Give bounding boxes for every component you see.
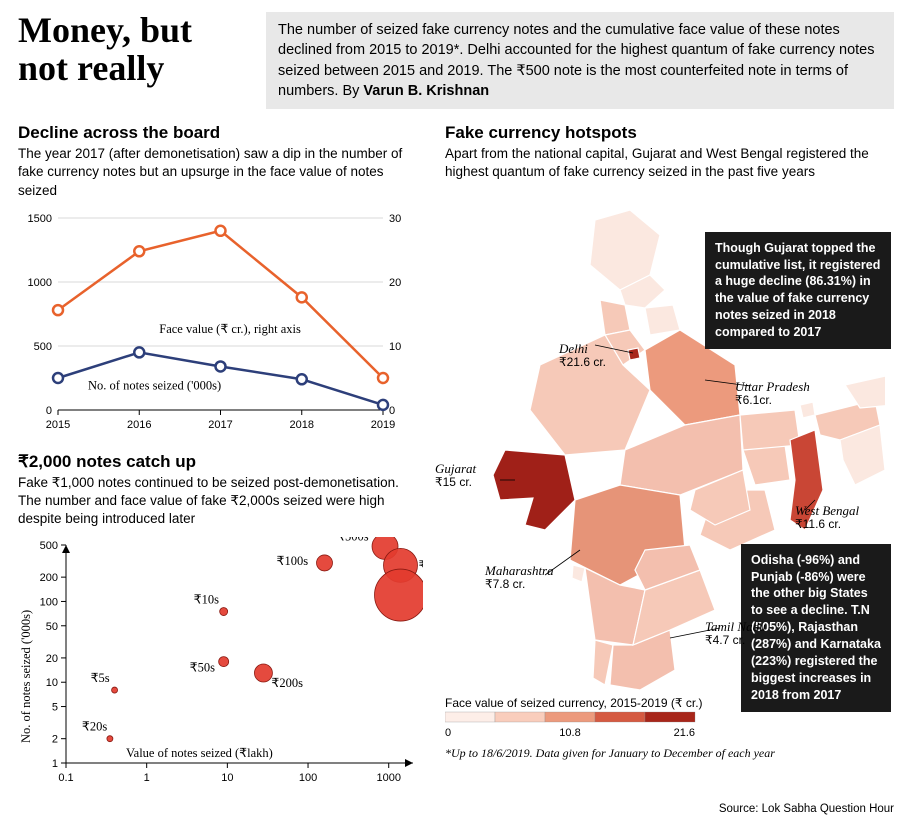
svg-text:0.1: 0.1 xyxy=(58,772,73,784)
india-map: Though Gujarat topped the cumulative lis… xyxy=(445,190,885,690)
svg-text:1: 1 xyxy=(144,772,150,784)
svg-text:20: 20 xyxy=(389,277,401,289)
svg-text:20: 20 xyxy=(46,652,58,664)
legend-bar: 0 10.8 21.6 xyxy=(445,710,705,740)
svg-text:1000: 1000 xyxy=(376,772,400,784)
source: Source: Lok Sabha Question Hour xyxy=(18,803,894,815)
svg-text:₹5s: ₹5s xyxy=(91,671,110,685)
svg-text:2: 2 xyxy=(52,733,58,745)
svg-text:1500: 1500 xyxy=(28,213,52,225)
svg-text:₹20s: ₹20s xyxy=(82,719,107,733)
decline-title: Decline across the board xyxy=(18,123,423,143)
svg-text:10: 10 xyxy=(221,772,233,784)
catchup-chart: 0.11101001000125102050100200500Value of … xyxy=(18,537,423,797)
svg-text:200: 200 xyxy=(40,572,58,584)
svg-text:₹10s: ₹10s xyxy=(194,592,219,606)
map-label-gujarat: Gujarat₹15 cr. xyxy=(435,462,476,489)
svg-text:Face value (₹ cr.), right axis: Face value (₹ cr.), right axis xyxy=(159,322,301,336)
svg-text:10: 10 xyxy=(46,677,58,689)
svg-text:No. of notes seized ('000s): No. of notes seized ('000s) xyxy=(19,609,33,742)
page-title: Money, but not really xyxy=(18,12,248,109)
svg-text:1000: 1000 xyxy=(28,277,52,289)
svg-text:₹50s: ₹50s xyxy=(190,660,215,674)
intro-box: The number of seized fake currency notes… xyxy=(266,12,894,109)
svg-text:10: 10 xyxy=(389,341,401,353)
map-label-maharashtra: Maharashtra₹7.8 cr. xyxy=(485,564,554,591)
svg-text:21.6: 21.6 xyxy=(674,727,695,739)
svg-text:0: 0 xyxy=(46,405,52,417)
svg-text:2017: 2017 xyxy=(208,419,232,431)
svg-text:50: 50 xyxy=(46,620,58,632)
map-label-tamil-nadu: Tamil Nadu₹4.7 cr. xyxy=(705,620,766,647)
svg-text:No. of notes seized ('000s): No. of notes seized ('000s) xyxy=(88,378,221,392)
svg-text:500: 500 xyxy=(34,341,52,353)
callout-gujarat: Though Gujarat topped the cumulative lis… xyxy=(705,232,891,349)
catchup-sub: Fake ₹1,000 notes continued to be seized… xyxy=(18,474,423,529)
hotspots-sub: Apart from the national capital, Gujarat… xyxy=(445,145,894,181)
svg-text:2015: 2015 xyxy=(46,419,70,431)
catchup-title: ₹2,000 notes catch up xyxy=(18,452,423,472)
svg-text:1: 1 xyxy=(52,758,58,770)
svg-text:₹1,000s: ₹1,000s xyxy=(419,558,423,572)
svg-text:₹200s: ₹200s xyxy=(271,676,303,690)
map-label-uttar-pradesh: Uttar Pradesh₹6.1cr. xyxy=(735,380,810,407)
svg-text:0: 0 xyxy=(389,405,395,417)
svg-text:2018: 2018 xyxy=(290,419,314,431)
decline-sub: The year 2017 (after demonetisation) saw… xyxy=(18,145,423,200)
author-name: Varun B. Krishnan xyxy=(363,83,489,99)
map-label-west-bengal: West Bengal₹11.6 cr. xyxy=(795,504,859,531)
map-label-delhi: Delhi₹21.6 cr. xyxy=(559,342,606,369)
svg-text:₹100s: ₹100s xyxy=(277,553,309,567)
svg-text:100: 100 xyxy=(299,772,317,784)
svg-text:10.8: 10.8 xyxy=(559,727,580,739)
svg-text:2019: 2019 xyxy=(371,419,395,431)
svg-text:₹500s: ₹500s xyxy=(337,537,369,543)
svg-text:0: 0 xyxy=(445,727,451,739)
svg-text:100: 100 xyxy=(40,596,58,608)
footnote: *Up to 18/6/2019. Data given for January… xyxy=(445,746,894,761)
svg-text:2016: 2016 xyxy=(127,419,151,431)
svg-text:30: 30 xyxy=(389,213,401,225)
svg-text:500: 500 xyxy=(40,540,58,552)
svg-text:Value of notes seized (₹lakh): Value of notes seized (₹lakh) xyxy=(126,746,273,760)
hotspots-title: Fake currency hotspots xyxy=(445,123,894,143)
svg-text:5: 5 xyxy=(52,701,58,713)
decline-chart: 0 500 1000 1500 0 10 20 30 2015 2016 2017 2018 2019 F… xyxy=(18,208,423,438)
